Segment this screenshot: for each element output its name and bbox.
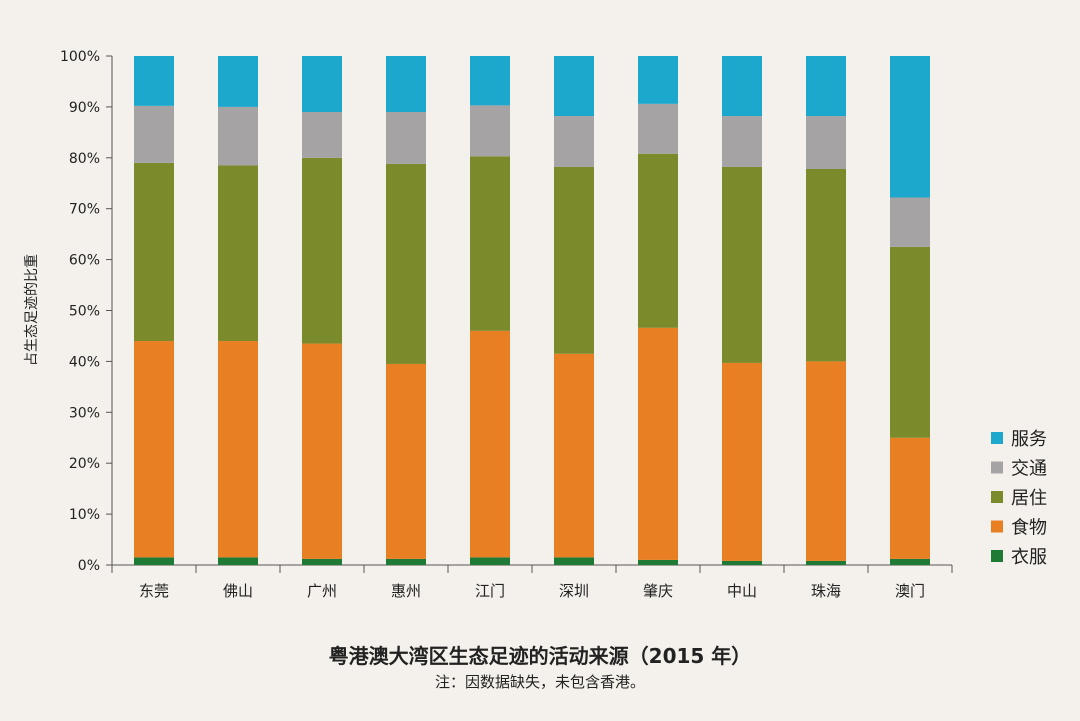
x-tick-label: 佛山 <box>223 582 253 600</box>
legend-swatch-居住 <box>991 491 1003 503</box>
legend-label: 居住 <box>1011 488 1047 509</box>
x-tick-label: 东莞 <box>139 582 169 600</box>
bar-segment-澳门-交通 <box>890 197 930 247</box>
bar-segment-惠州-食物 <box>386 363 426 559</box>
bar-segment-广州-衣服 <box>302 558 342 565</box>
y-tick-label: 30% <box>69 405 100 421</box>
bar-segment-广州-交通 <box>302 111 342 158</box>
bar-segment-肇庆-食物 <box>638 327 678 560</box>
bar-segment-佛山-衣服 <box>218 557 258 565</box>
legend-label: 衣服 <box>1011 547 1047 568</box>
bar-segment-中山-食物 <box>722 362 762 561</box>
bar-segment-珠海-服务 <box>806 56 846 117</box>
bar-segment-中山-服务 <box>722 56 762 117</box>
y-tick-label: 40% <box>69 354 100 370</box>
bar-segment-惠州-衣服 <box>386 558 426 565</box>
bar-segment-肇庆-交通 <box>638 103 678 154</box>
bar-segment-珠海-居住 <box>806 168 846 362</box>
x-tick-label: 肇庆 <box>643 582 673 600</box>
x-tick-label: 深圳 <box>559 582 589 600</box>
y-tick-label: 80% <box>69 151 100 167</box>
y-tick-label: 90% <box>69 100 100 116</box>
bar-segment-珠海-衣服 <box>806 560 846 565</box>
legend-swatch-交通 <box>991 461 1003 474</box>
bar-segment-江门-居住 <box>470 156 510 331</box>
bar-segment-广州-食物 <box>302 343 342 559</box>
bar-segment-中山-衣服 <box>722 560 762 565</box>
y-tick-label: 50% <box>69 304 100 320</box>
chart-title: 粤港澳大湾区生态足迹的活动来源（2015 年） <box>328 644 752 668</box>
bar-segment-东莞-居住 <box>134 162 174 342</box>
bar-segment-东莞-食物 <box>134 341 174 558</box>
bar-segment-佛山-服务 <box>218 56 258 107</box>
stacked-bar-chart: 0% 10% 20% 30% 40% 50% 60% 70% 80% 90% 100% 东莞 佛山 广州 惠… <box>24 49 1047 600</box>
bar-segment-肇庆-居住 <box>638 153 678 328</box>
bar-segment-深圳-交通 <box>554 116 594 167</box>
x-tick-label: 珠海 <box>811 582 841 600</box>
y-tick-label: 70% <box>69 202 100 218</box>
bar-segment-江门-交通 <box>470 105 510 157</box>
bar-segment-佛山-食物 <box>218 341 258 558</box>
bar-segment-广州-服务 <box>302 56 342 112</box>
bar-segment-东莞-交通 <box>134 105 174 163</box>
y-tick-label: 100% <box>60 49 100 65</box>
bar-segment-江门-食物 <box>470 330 510 558</box>
x-tick-label: 澳门 <box>895 582 925 600</box>
bar-segment-惠州-服务 <box>386 56 426 112</box>
chart-note: 注：因数据缺失，未包含香港。 <box>434 673 645 691</box>
bar-segment-澳门-食物 <box>890 437 930 559</box>
bar-segment-佛山-居住 <box>218 165 258 342</box>
x-tick-label: 广州 <box>307 582 337 600</box>
x-tick-label: 中山 <box>727 582 757 600</box>
legend-label: 服务 <box>1011 429 1047 450</box>
bar-segment-澳门-衣服 <box>890 558 930 565</box>
bar-segment-广州-居住 <box>302 157 342 344</box>
bar-segment-肇庆-服务 <box>638 56 678 104</box>
legend-swatch-食物 <box>991 520 1003 533</box>
legend-label: 交通 <box>1011 459 1047 480</box>
bar-segment-中山-交通 <box>722 116 762 167</box>
bar-segment-深圳-衣服 <box>554 557 594 565</box>
legend-swatch-衣服 <box>991 550 1003 562</box>
bar-segment-江门-服务 <box>470 56 510 106</box>
bar-segment-深圳-食物 <box>554 353 594 558</box>
bar-segment-深圳-居住 <box>554 166 594 354</box>
bar-segment-东莞-衣服 <box>134 557 174 565</box>
bar-segment-澳门-居住 <box>890 246 930 438</box>
y-axis-label: 占生态足迹的比重 <box>24 254 40 366</box>
bar-segment-惠州-居住 <box>386 163 426 364</box>
y-tick-label: 0% <box>78 558 100 574</box>
legend-swatch-服务 <box>991 432 1003 444</box>
y-tick-label: 60% <box>69 253 100 269</box>
bar-segment-东莞-服务 <box>134 56 174 106</box>
y-tick-label: 10% <box>69 507 100 523</box>
y-tick-label: 20% <box>69 456 100 472</box>
bar-segment-澳门-服务 <box>890 56 930 198</box>
bar-segment-江门-衣服 <box>470 557 510 565</box>
legend-label: 食物 <box>1011 518 1047 539</box>
x-tick-label: 惠州 <box>391 582 421 600</box>
bar-segment-佛山-交通 <box>218 106 258 166</box>
bar-segment-珠海-交通 <box>806 116 846 169</box>
bar-segment-惠州-交通 <box>386 111 426 164</box>
bar-segment-珠海-食物 <box>806 361 846 561</box>
bar-segment-肇庆-衣服 <box>638 559 678 565</box>
x-tick-label: 江门 <box>475 582 505 600</box>
bar-segment-中山-居住 <box>722 166 762 363</box>
bar-segment-深圳-服务 <box>554 56 594 117</box>
